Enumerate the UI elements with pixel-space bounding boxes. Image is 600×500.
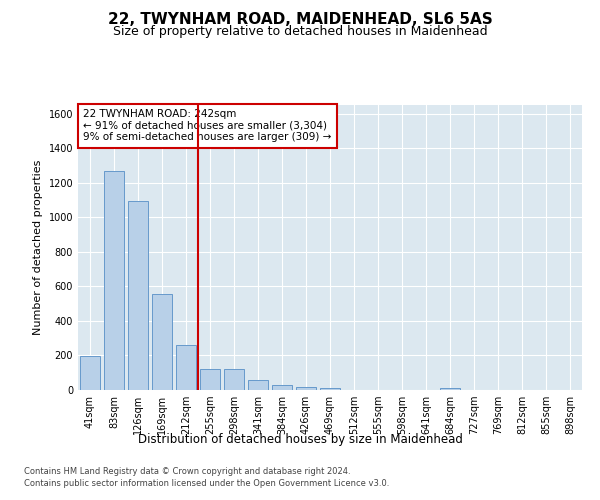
Bar [296, 386, 316, 390]
Bar [152, 294, 172, 390]
Text: 22, TWYNHAM ROAD, MAIDENHEAD, SL6 5AS: 22, TWYNHAM ROAD, MAIDENHEAD, SL6 5AS [107, 12, 493, 28]
Bar [224, 370, 244, 390]
Text: Contains public sector information licensed under the Open Government Licence v3: Contains public sector information licen… [24, 479, 389, 488]
Bar [440, 388, 460, 390]
Text: Size of property relative to detached houses in Maidenhead: Size of property relative to detached ho… [113, 25, 487, 38]
Bar [272, 385, 292, 390]
Bar [176, 344, 196, 390]
Bar [104, 170, 124, 390]
Text: 22 TWYNHAM ROAD: 242sqm
← 91% of detached houses are smaller (3,304)
9% of semi-: 22 TWYNHAM ROAD: 242sqm ← 91% of detache… [83, 110, 331, 142]
Text: Contains HM Land Registry data © Crown copyright and database right 2024.: Contains HM Land Registry data © Crown c… [24, 468, 350, 476]
Bar [320, 388, 340, 390]
Y-axis label: Number of detached properties: Number of detached properties [33, 160, 43, 335]
Text: Distribution of detached houses by size in Maidenhead: Distribution of detached houses by size … [137, 432, 463, 446]
Bar [128, 200, 148, 390]
Bar [200, 370, 220, 390]
Bar [248, 380, 268, 390]
Bar [80, 356, 100, 390]
